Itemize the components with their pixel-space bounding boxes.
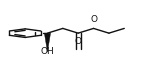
Polygon shape [44, 33, 50, 52]
Text: O: O [90, 15, 97, 24]
Text: OH: OH [41, 47, 54, 56]
Text: O: O [75, 37, 82, 46]
